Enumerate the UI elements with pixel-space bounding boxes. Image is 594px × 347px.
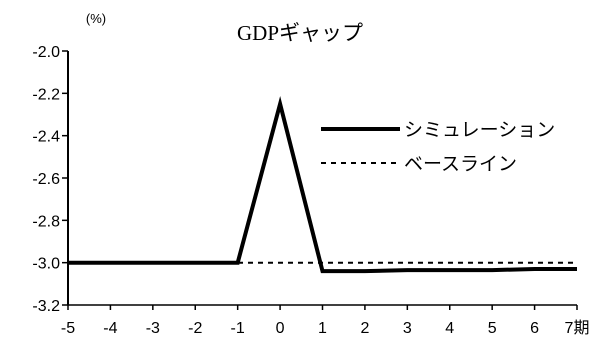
y-tick-label: -2.4: [32, 129, 60, 146]
x-tick-label: 0: [276, 320, 285, 337]
y-tick-label: -2.0: [32, 44, 60, 61]
y-unit-label: (%): [86, 11, 106, 26]
x-tick-label: 1: [318, 320, 327, 337]
x-tick-label: 4: [445, 320, 454, 337]
y-tick-label: -2.2: [32, 86, 60, 103]
simulation-series-line: [68, 95, 577, 274]
x-tick-label: 6: [530, 320, 539, 337]
legend-label-simulation: シミュレーション: [404, 120, 555, 141]
x-tick-label: -2: [188, 320, 202, 337]
y-tick-label: -2.8: [32, 213, 60, 230]
x-tick-label: 7期: [565, 319, 590, 337]
y-tick-label: -3.0: [32, 256, 60, 273]
x-tick-label: 5: [488, 320, 497, 337]
legend-label-baseline: ベースライン: [404, 154, 517, 175]
y-tick-label: -3.2: [32, 298, 60, 315]
x-tick-label: 3: [403, 320, 412, 337]
x-tick-label: 2: [360, 320, 369, 337]
x-axis-ticks: -5 -4 -3 -2 -1 0 1 2 3 4 5 6 7期: [61, 305, 590, 337]
y-tick-label: -2.6: [32, 171, 60, 188]
x-tick-label: -4: [103, 320, 117, 337]
y-axis-ticks: -2.0 -2.2 -2.4 -2.6 -2.8 -3.0 -3.2: [32, 44, 68, 315]
x-tick-label: -3: [146, 320, 160, 337]
chart-title: GDPギャップ: [237, 21, 363, 45]
x-tick-label: -1: [231, 320, 245, 337]
x-tick-label: -5: [61, 320, 75, 337]
series-lines: [68, 95, 577, 274]
